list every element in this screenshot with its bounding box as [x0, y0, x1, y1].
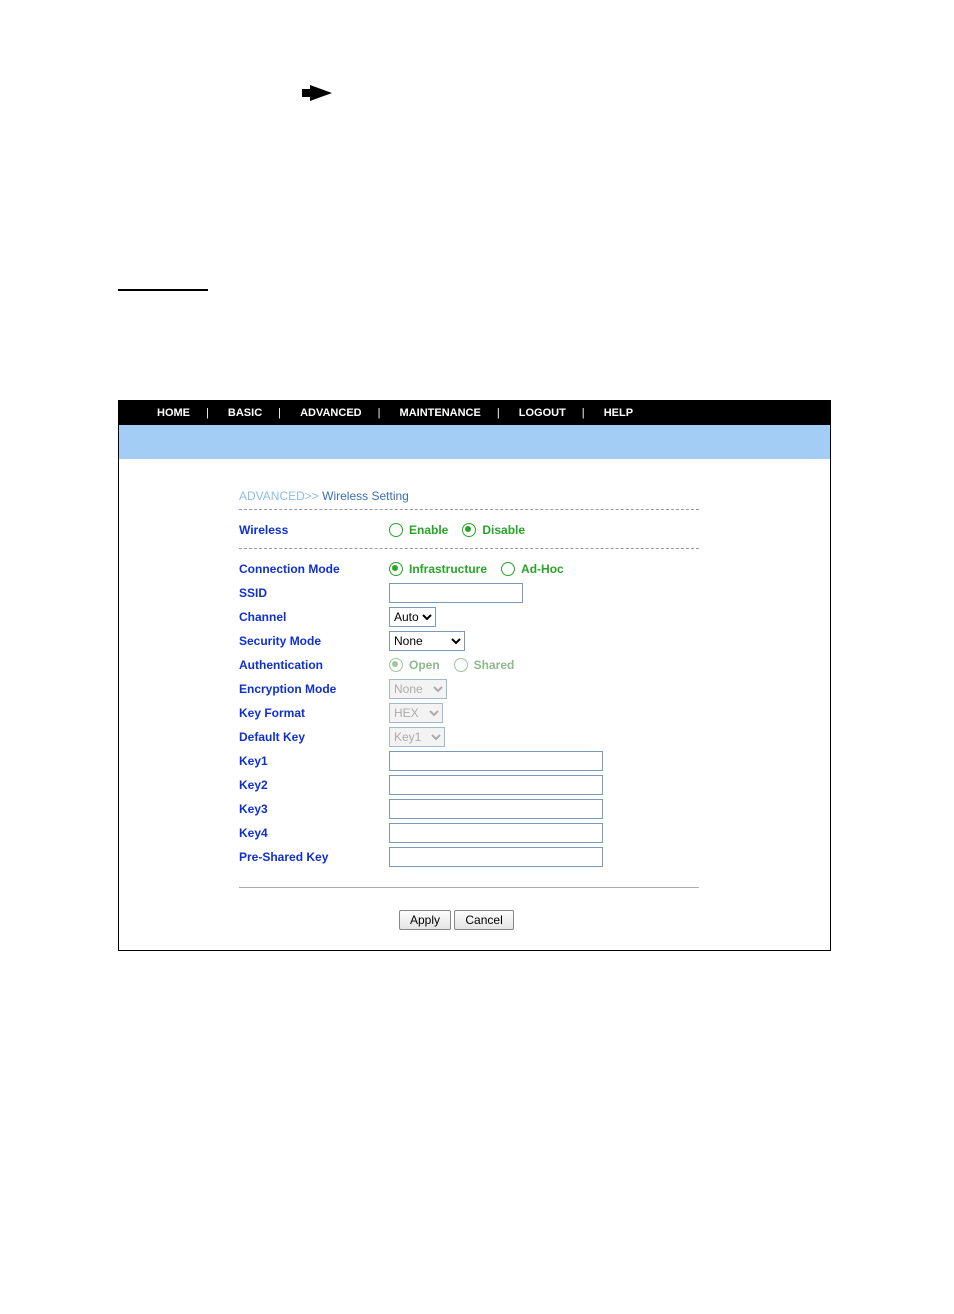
- security-mode-label: Security Mode: [239, 634, 389, 648]
- auth-shared-label: Shared: [474, 658, 515, 672]
- key1-label: Key1: [239, 754, 389, 768]
- nav-help[interactable]: HELP: [596, 407, 641, 419]
- auth-shared-radio: [454, 658, 468, 672]
- channel-label: Channel: [239, 610, 389, 624]
- authentication-label: Authentication: [239, 658, 389, 672]
- adhoc-radio[interactable]: [501, 562, 515, 576]
- nav-home[interactable]: HOME: [149, 407, 198, 419]
- default-key-label: Default Key: [239, 730, 389, 744]
- adhoc-label: Ad-Hoc: [521, 562, 564, 576]
- key-format-label: Key Format: [239, 706, 389, 720]
- key2-label: Key2: [239, 778, 389, 792]
- key4-label: Key4: [239, 826, 389, 840]
- encryption-mode-label: Encryption Mode: [239, 682, 389, 696]
- nav-basic[interactable]: BASIC: [220, 407, 270, 419]
- wireless-disable-radio[interactable]: [462, 523, 476, 537]
- key-format-select: HEX: [389, 703, 443, 723]
- auth-open-label: Open: [409, 658, 440, 672]
- arrow-icon: [300, 80, 334, 106]
- breadcrumb-section: ADVANCED>>: [239, 489, 322, 503]
- connection-mode-label: Connection Mode: [239, 562, 389, 576]
- psk-label: Pre-Shared Key: [239, 850, 389, 864]
- key3-input[interactable]: [389, 799, 603, 819]
- nav-maintenance[interactable]: MAINTENANCE: [392, 407, 489, 419]
- infrastructure-label: Infrastructure: [409, 562, 487, 576]
- breadcrumb-page: Wireless Setting: [322, 489, 409, 503]
- channel-select[interactable]: Auto: [389, 607, 436, 627]
- key4-input[interactable]: [389, 823, 603, 843]
- default-key-select: Key1: [389, 727, 445, 747]
- top-nav: HOME| BASIC| ADVANCED| MAINTENANCE| LOGO…: [119, 401, 830, 425]
- psk-input[interactable]: [389, 847, 603, 867]
- underline: [118, 289, 208, 291]
- encryption-mode-select: None: [389, 679, 447, 699]
- auth-open-radio: [389, 658, 403, 672]
- blue-bar: [119, 425, 830, 459]
- wireless-label: Wireless: [239, 523, 389, 537]
- wireless-disable-label: Disable: [482, 523, 525, 537]
- ssid-label: SSID: [239, 586, 389, 600]
- settings-panel: HOME| BASIC| ADVANCED| MAINTENANCE| LOGO…: [118, 400, 831, 951]
- security-mode-select[interactable]: None: [389, 631, 465, 651]
- key1-input[interactable]: [389, 751, 603, 771]
- key3-label: Key3: [239, 802, 389, 816]
- breadcrumb: ADVANCED>> Wireless Setting: [239, 489, 830, 503]
- apply-button[interactable]: Apply: [399, 910, 451, 930]
- key2-input[interactable]: [389, 775, 603, 795]
- infrastructure-radio[interactable]: [389, 562, 403, 576]
- ssid-input[interactable]: [389, 583, 523, 603]
- nav-advanced[interactable]: ADVANCED: [292, 407, 370, 419]
- wireless-enable-radio[interactable]: [389, 523, 403, 537]
- nav-logout[interactable]: LOGOUT: [511, 407, 574, 419]
- cancel-button[interactable]: Cancel: [454, 910, 513, 930]
- wireless-enable-label: Enable: [409, 523, 448, 537]
